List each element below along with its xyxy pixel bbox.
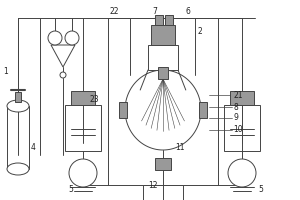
Polygon shape bbox=[125, 70, 201, 150]
Circle shape bbox=[65, 31, 79, 45]
Bar bbox=[143, 185, 183, 200]
Text: 7: 7 bbox=[152, 7, 157, 17]
Text: 5: 5 bbox=[68, 186, 73, 194]
Text: 5: 5 bbox=[258, 186, 263, 194]
Bar bbox=[230, 91, 254, 105]
Text: 9: 9 bbox=[233, 114, 238, 122]
Bar bbox=[15, 92, 21, 102]
Circle shape bbox=[228, 159, 256, 187]
Bar bbox=[119, 102, 127, 118]
Bar bbox=[155, 158, 171, 170]
Bar bbox=[158, 67, 168, 79]
Ellipse shape bbox=[7, 163, 29, 175]
Bar bbox=[155, 15, 163, 25]
Bar bbox=[71, 91, 95, 105]
Text: 21: 21 bbox=[233, 90, 242, 99]
Bar bbox=[151, 25, 175, 45]
Text: 2: 2 bbox=[198, 27, 203, 36]
Text: 1: 1 bbox=[3, 68, 8, 76]
Text: 22: 22 bbox=[110, 7, 119, 17]
Text: 23: 23 bbox=[90, 96, 100, 104]
Circle shape bbox=[48, 31, 62, 45]
Circle shape bbox=[60, 72, 66, 78]
Bar bbox=[65, 105, 101, 151]
Text: 10: 10 bbox=[233, 124, 243, 134]
Text: 4: 4 bbox=[31, 144, 36, 152]
Ellipse shape bbox=[7, 100, 29, 112]
Text: 12: 12 bbox=[148, 180, 158, 190]
Bar bbox=[199, 102, 207, 118]
Polygon shape bbox=[51, 45, 75, 67]
Bar bbox=[224, 105, 260, 151]
Circle shape bbox=[69, 159, 97, 187]
Text: 11: 11 bbox=[175, 144, 184, 152]
Text: 8: 8 bbox=[233, 102, 238, 112]
Bar bbox=[148, 45, 178, 70]
Bar bbox=[165, 15, 173, 25]
Text: 6: 6 bbox=[185, 7, 190, 17]
